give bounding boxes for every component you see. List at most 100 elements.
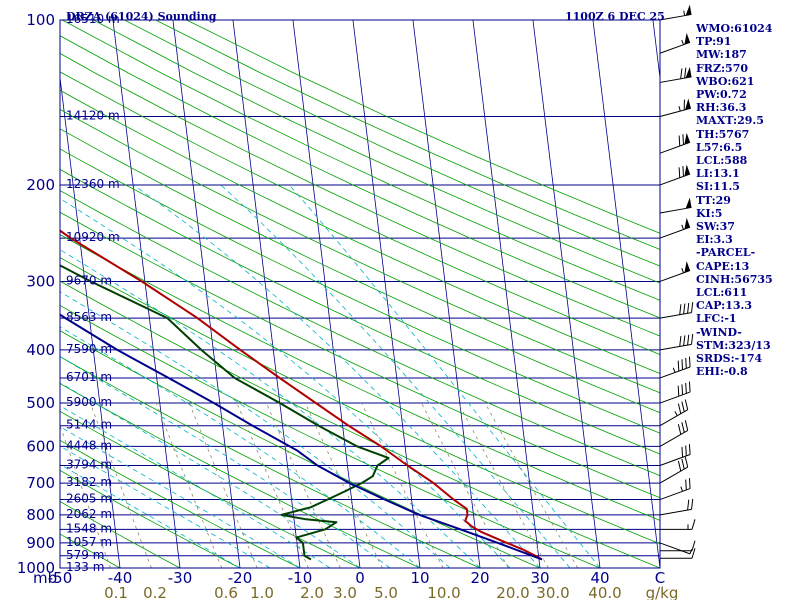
- pressure-tick-label: 400: [26, 341, 55, 359]
- profile-series-0: [60, 229, 543, 561]
- index-line: LI:13.1: [696, 167, 740, 181]
- mixing-ratio-tick-label: 30.0: [536, 584, 569, 600]
- dry-adiabat-line: [60, 439, 301, 568]
- pressure-tick-label: 200: [26, 176, 55, 194]
- height-level-label: 8563 m: [66, 310, 112, 324]
- wind-barb: [659, 98, 692, 117]
- index-line: MAXT:29.5: [696, 114, 764, 128]
- temperature-tick-label: -10: [288, 569, 313, 587]
- pressure-tick-label: 300: [26, 272, 55, 290]
- index-line: LCL:588: [696, 154, 748, 168]
- height-level-label: 10920 m: [66, 230, 120, 244]
- dry-adiabat-line: [60, 469, 241, 568]
- wind-barb: [659, 67, 692, 83]
- dry-adiabat-line: [60, 35, 660, 319]
- index-line: SW:37: [696, 220, 735, 234]
- dry-adiabat-line: [60, 280, 660, 568]
- index-line: FRZ:570: [696, 61, 749, 75]
- wind-barb: [659, 197, 692, 214]
- mixing-ratio-line: [421, 402, 509, 568]
- index-line: SI:11.5: [696, 180, 740, 194]
- index-line: PW:0.72: [696, 88, 747, 102]
- moist-adiabat-line: [60, 356, 391, 568]
- wind-barb: [659, 542, 693, 555]
- wind-barb: [660, 540, 696, 552]
- height-level-label: 3182 m: [66, 475, 112, 489]
- index-line: -PARCEL-: [696, 246, 756, 260]
- dry-adiabat-line: [60, 304, 601, 568]
- pressure-tick-label: 700: [26, 474, 55, 492]
- mixing-ratio-line: [361, 402, 444, 568]
- moist-adiabat-line: [60, 291, 451, 568]
- dry-adiabat-line: [60, 190, 660, 477]
- mixing-ratio-tick-label: 40.0: [588, 584, 621, 600]
- dry-adiabat-line: [60, 410, 361, 568]
- mixing-ratio-tick-label: 0.2: [143, 584, 167, 600]
- mixing-ratio-unit-label: g/kg: [646, 584, 679, 600]
- pressure-tick-label: 800: [26, 506, 55, 524]
- index-line: TP:91: [696, 35, 732, 49]
- index-line: WBO:621: [696, 74, 755, 88]
- wind-barb: [659, 164, 691, 186]
- mixing-ratio-tick-label: 3.0: [333, 584, 357, 600]
- mixing-ratio-tick-label: 20.0: [496, 584, 529, 600]
- isotherm-line: [352, 20, 421, 568]
- index-line: -WIND-: [696, 325, 742, 339]
- wind-barb: [659, 478, 691, 501]
- plot-frame: [59, 19, 661, 569]
- chart-series: [60, 229, 543, 561]
- wind-barb: [659, 32, 691, 54]
- wind-barb: [659, 217, 691, 239]
- dry-adiabat-line: [60, 257, 660, 545]
- dry-adiabat-line: [60, 356, 481, 568]
- height-level-label: 1548 m: [66, 521, 112, 535]
- wind-barb: [659, 399, 689, 427]
- index-line: KI:5: [696, 206, 723, 220]
- dry-adiabat-line: [62, 20, 660, 301]
- pressure-tick-label: 900: [26, 534, 55, 552]
- temperature-tick-label: 30: [530, 569, 549, 587]
- mixing-ratio-line: [266, 402, 341, 568]
- index-line: L57:6.5: [696, 140, 743, 154]
- mixing-ratio-line: [457, 402, 549, 568]
- moist-adiabat-line: [60, 326, 421, 568]
- pressure-tick-label: 1000: [17, 559, 55, 577]
- wind-barb: [659, 444, 691, 466]
- height-level-label: 9670 m: [66, 273, 112, 287]
- mixing-ratio-tick-label: 2.0: [300, 584, 324, 600]
- mixing-ratio-tick-label: 0.1: [104, 584, 128, 600]
- moist-adiabat-line: [289, 184, 601, 568]
- indices-panel: WMO:61024 TP:91 MW:187 FRZ:570 WBO:621 PW:0.7…: [696, 22, 796, 378]
- dry-adiabat-line: [155, 20, 660, 250]
- isotherm-line: [112, 20, 181, 568]
- moist-adiabat-line: [220, 184, 571, 568]
- moist-adiabat-line: [60, 426, 301, 568]
- wind-barb: [659, 333, 694, 351]
- dry-adiabat-line: [60, 108, 660, 394]
- height-level-label: 1057 m: [66, 535, 112, 549]
- isotherm-line: [172, 20, 241, 568]
- wind-barb: [659, 456, 689, 484]
- temperature-tick-label: 20: [470, 569, 489, 587]
- index-line: CINH:56735: [696, 272, 773, 286]
- height-level-label: 2605 m: [66, 492, 112, 506]
- dry-adiabat-line: [60, 71, 660, 355]
- index-line: LCL:611: [696, 286, 748, 300]
- index-line: TH:5767: [696, 127, 750, 141]
- isotherm-line: [412, 20, 481, 568]
- mixing-ratio-tick-label: 1.0: [250, 584, 274, 600]
- wind-barbs: [659, 4, 696, 559]
- temperature-tick-label: -20: [228, 569, 253, 587]
- moist-adiabat-line: [60, 198, 511, 568]
- index-line: LFC:-1: [696, 312, 737, 326]
- height-level-label: 7590 m: [66, 342, 112, 356]
- mixing-ratio-line: [155, 402, 223, 568]
- height-level-label: 2062 m: [66, 507, 112, 521]
- temperature-tick-label: -40: [108, 569, 133, 587]
- index-line: MW:187: [696, 48, 747, 62]
- height-level-label: 5144 m: [66, 418, 112, 432]
- temperature-unit-label: C: [655, 569, 665, 587]
- pressure-tick-label: 500: [26, 394, 55, 412]
- dry-adiabat-line: [60, 211, 660, 499]
- isotherm-line: [232, 20, 301, 568]
